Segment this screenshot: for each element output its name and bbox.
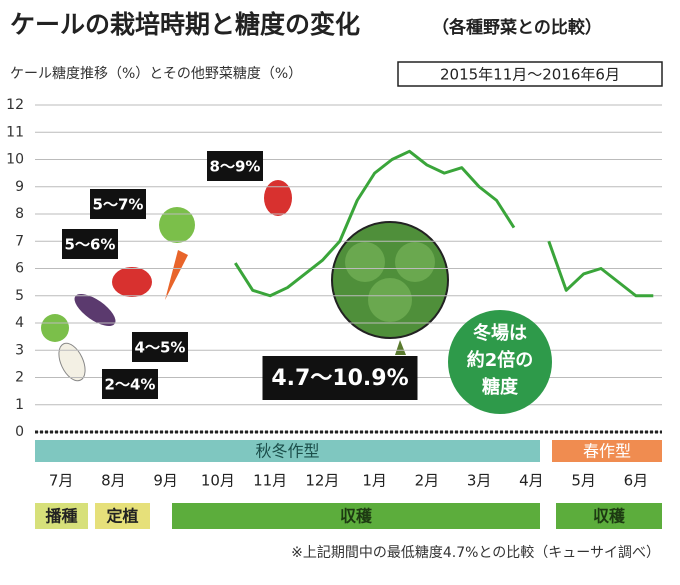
y-tick-label: 11: [6, 124, 24, 140]
y-tick-label: 0: [15, 424, 24, 440]
illustrations: [41, 180, 449, 382]
crop-band-label: 春作型: [583, 442, 631, 461]
callout-circle: [448, 310, 552, 414]
x-tick-label: 8月: [101, 472, 126, 490]
callout-text: 約2倍の: [467, 349, 534, 371]
annotation-box: [262, 356, 418, 400]
stage-label: 収穫: [340, 507, 373, 526]
period: 2015年11月～2016年6月: [440, 66, 620, 84]
x-tick-label: 7月: [49, 472, 74, 490]
crop-band-label: 秋冬作型: [255, 442, 319, 461]
footnote: ※上記期間中の最低糖度4.7%との比較（キューサイ調べ）: [291, 544, 660, 561]
annotation-box: [90, 189, 146, 219]
period-box: [397, 61, 663, 87]
annotation-box: [62, 229, 118, 259]
stage-label: 定植: [105, 507, 138, 526]
x-tick-label: 5月: [571, 472, 596, 490]
y-tick-label: 5: [15, 288, 24, 304]
x-tick-label: 6月: [624, 472, 649, 490]
x-tick-label: 3月: [467, 472, 492, 490]
stage-band: [35, 503, 88, 529]
y-tick-label: 10: [6, 152, 24, 168]
annotation: 4.7～10.9%: [271, 366, 408, 391]
stage-band: [556, 503, 662, 529]
x-tick-label: 2月: [415, 472, 440, 490]
crop-band: [552, 440, 662, 462]
y-tick-label: 3: [15, 342, 24, 358]
x-tick-label: 1月: [362, 472, 387, 490]
subtitle: ケール糖度推移（%）とその他野菜糖度（%）: [10, 66, 302, 82]
y-tick-label: 1: [15, 397, 24, 413]
annotation: 4～5%: [135, 339, 186, 357]
y-tick-label: 12: [6, 97, 24, 113]
annotation-box: [132, 332, 188, 362]
x-tick-label: 9月: [153, 472, 178, 490]
x-tick-label: 11月: [253, 472, 287, 490]
callout-text: 糖度: [482, 376, 519, 398]
stage-band: [172, 503, 540, 529]
title-note: （各種野菜との比較）: [432, 17, 602, 38]
annotation: 2～4%: [105, 376, 156, 394]
y-tick-label: 7: [15, 233, 24, 249]
annotation-box: [102, 369, 158, 399]
annotation: 5～6%: [65, 236, 116, 254]
y-tick-label: 2: [15, 370, 24, 386]
data-line: [234, 149, 654, 298]
y-tick-label: 8: [15, 206, 24, 222]
y-tick-label: 9: [15, 179, 24, 195]
annotation: 8～9%: [210, 158, 261, 176]
stage-band: [95, 503, 150, 529]
chart-title: ケールの栽培時期と糖度の変化: [10, 10, 360, 39]
y-tick-label: 4: [15, 315, 24, 331]
stage-label: 収穫: [593, 507, 626, 526]
annotation-box: [207, 151, 263, 181]
crop-band: [35, 440, 540, 462]
y-tick-label: 6: [15, 261, 24, 277]
annotation: 5～7%: [93, 196, 144, 214]
callout-text: 冬場は: [473, 322, 527, 344]
x-tick-label: 10月: [201, 472, 235, 490]
x-tick-label: 4月: [519, 472, 544, 490]
stage-label: 播種: [45, 507, 77, 526]
x-tick-label: 12月: [305, 472, 339, 490]
